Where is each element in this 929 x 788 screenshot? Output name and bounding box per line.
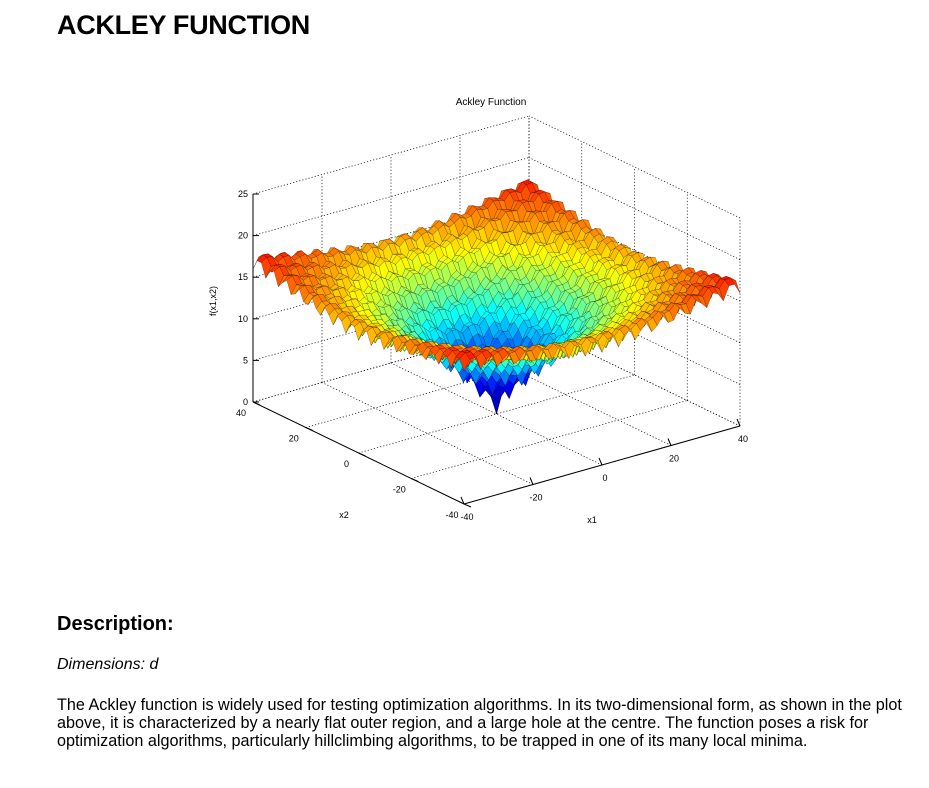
x1-tick-label: 40 bbox=[738, 434, 748, 444]
x2-tick-label: 0 bbox=[344, 459, 349, 469]
x2-tick bbox=[305, 427, 313, 431]
dimensions-label: Dimensions: d bbox=[57, 656, 159, 673]
description-heading: Description: bbox=[57, 613, 174, 635]
z-tick-label: 5 bbox=[243, 355, 248, 365]
x2-tick-label: 40 bbox=[236, 408, 246, 418]
grid-line bbox=[528, 157, 741, 260]
plot-canvas: Ackley Function 0 5 10 15 20 25 -40 -20 0 20 40 -40… bbox=[208, 97, 748, 525]
x2-tick bbox=[463, 503, 472, 508]
z-axis-label: f(x1,x2) bbox=[208, 286, 218, 316]
x2-tick bbox=[411, 478, 419, 482]
x1-tick bbox=[598, 457, 603, 466]
grid-line bbox=[528, 115, 741, 219]
x1-tick bbox=[667, 438, 672, 446]
x1-tick bbox=[460, 496, 465, 505]
x2-axis-label: x2 bbox=[339, 510, 349, 520]
grid-line bbox=[321, 382, 534, 485]
x1-tick bbox=[529, 477, 534, 485]
x1-tick bbox=[736, 418, 741, 427]
x1-tick-label: 0 bbox=[602, 473, 607, 483]
plot-labels: 0 5 10 15 20 25 -40 -20 0 20 40 -40 -20 0 20 40 x1 x2 f(x1… bbox=[208, 189, 748, 525]
x2-tick bbox=[252, 401, 261, 406]
ackley-surface-plot: Ackley Function 0 5 10 15 20 25 -40 -20 0 20 40 -40… bbox=[200, 88, 780, 533]
x2-tick-label: -20 bbox=[393, 485, 406, 495]
x2-tick-label: 20 bbox=[289, 434, 299, 444]
x2-tick bbox=[358, 452, 366, 457]
surface-patch bbox=[459, 352, 470, 372]
x1-tick-label: -20 bbox=[529, 493, 542, 503]
plot-axes bbox=[252, 193, 741, 508]
z-tick-label: 20 bbox=[238, 231, 248, 241]
z-tick-label: 10 bbox=[238, 314, 248, 324]
plot-surface bbox=[252, 179, 741, 415]
plot-title: Ackley Function bbox=[456, 97, 527, 108]
x1-axis-label: x1 bbox=[587, 515, 597, 525]
z-tick-label: 0 bbox=[243, 397, 248, 407]
grid-line bbox=[390, 362, 603, 466]
z-tick-label: 25 bbox=[238, 189, 248, 199]
x2-tick-label: -40 bbox=[445, 510, 458, 520]
x1-tick-label: -40 bbox=[460, 512, 473, 522]
z-tick-label: 15 bbox=[238, 272, 248, 282]
description-text: The Ackley function is widely used for t… bbox=[57, 696, 902, 750]
page-title: ACKLEY FUNCTION bbox=[57, 10, 311, 40]
x1-tick-label: 20 bbox=[669, 454, 679, 464]
